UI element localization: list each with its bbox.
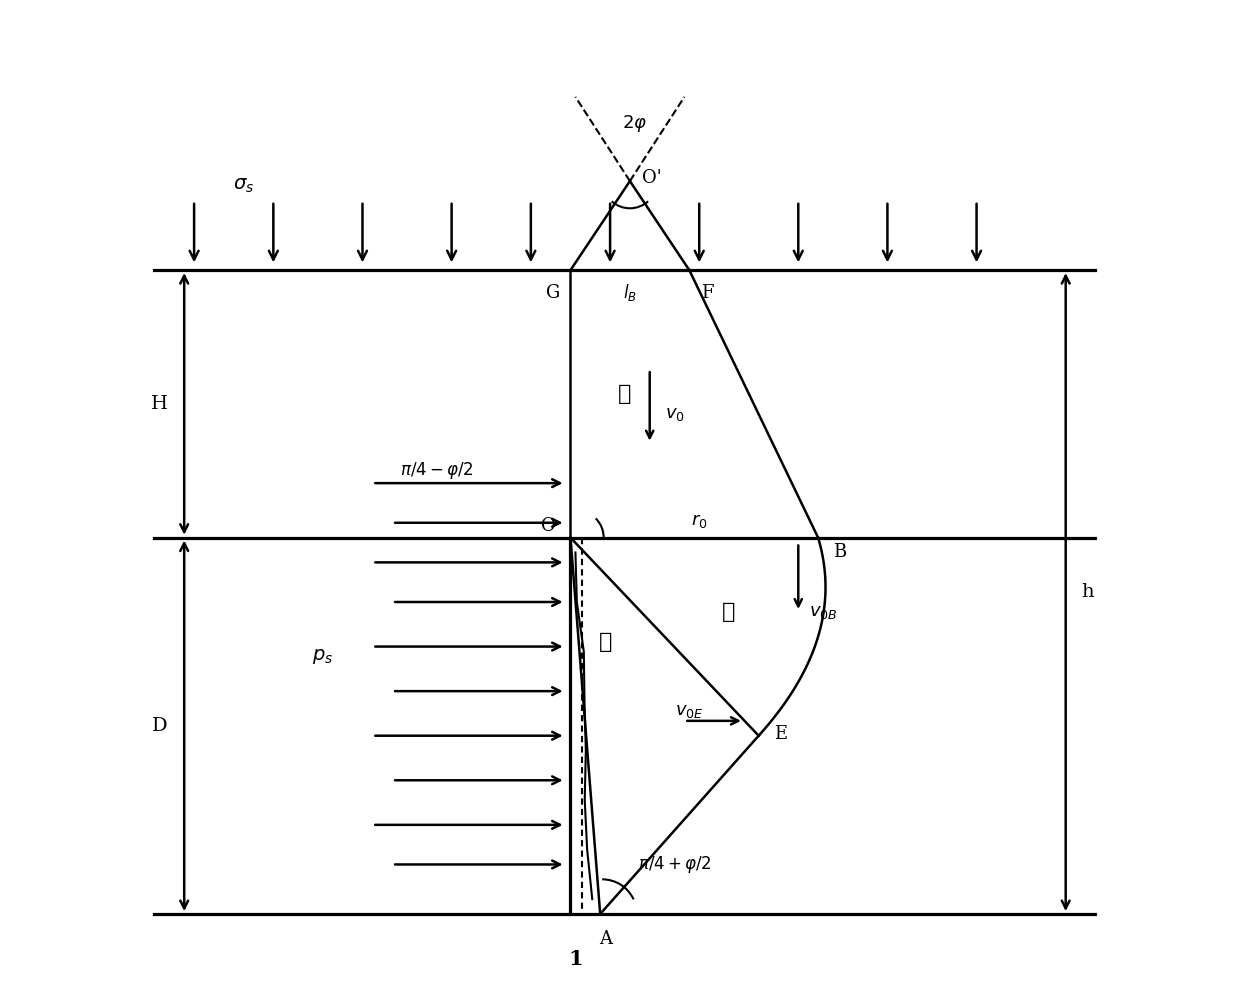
Text: $2\varphi$: $2\varphi$	[622, 114, 647, 134]
Text: ②: ②	[722, 601, 735, 622]
Text: O: O	[542, 517, 556, 535]
Text: $r_0$: $r_0$	[691, 512, 708, 530]
Text: H: H	[151, 394, 167, 413]
Text: G: G	[546, 284, 559, 302]
Text: F: F	[701, 284, 713, 302]
Text: ①: ①	[619, 383, 631, 405]
Text: $l_B$: $l_B$	[622, 283, 637, 304]
Text: $\pi/4+\varphi/2$: $\pi/4+\varphi/2$	[637, 854, 712, 874]
Text: A: A	[599, 929, 611, 948]
Text: $v_0$: $v_0$	[665, 404, 684, 423]
Text: $v_{0E}$: $v_{0E}$	[675, 702, 703, 720]
Text: $v_{0B}$: $v_{0B}$	[808, 603, 837, 621]
Text: $p_s$: $p_s$	[312, 647, 334, 666]
Text: O': O'	[642, 169, 661, 187]
Text: D: D	[151, 717, 167, 735]
Text: E: E	[774, 725, 787, 743]
Text: $\pi/4-\varphi/2$: $\pi/4-\varphi/2$	[401, 460, 474, 481]
Text: h: h	[1081, 583, 1094, 602]
Text: ③: ③	[599, 630, 611, 652]
Text: 1: 1	[568, 948, 583, 968]
Text: $\sigma_s$: $\sigma_s$	[233, 177, 254, 195]
Text: B: B	[833, 544, 847, 562]
